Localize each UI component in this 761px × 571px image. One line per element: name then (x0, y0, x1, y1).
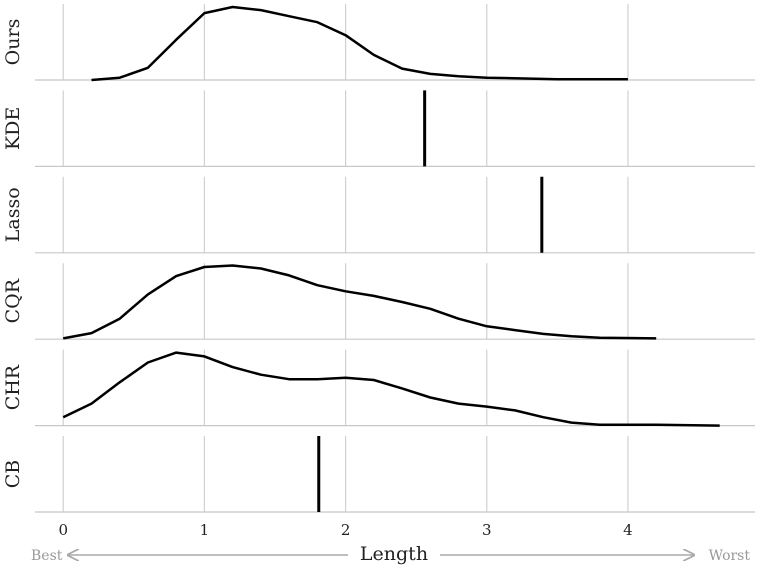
x-axis-label: Length (360, 543, 428, 565)
row-label: Lasso (2, 187, 24, 242)
density-curve (62, 351, 720, 427)
x-tick-label: 2 (341, 521, 351, 539)
density-curve (91, 5, 628, 82)
row-label: CB (2, 460, 24, 489)
best-label: Best (31, 548, 63, 564)
row-label: Ours (2, 19, 24, 66)
row-label: CHR (2, 364, 24, 410)
x-tick-label: 4 (623, 521, 633, 539)
x-tick-label: 0 (58, 521, 68, 539)
x-tick-label: 1 (200, 521, 210, 539)
worst-label: Worst (709, 548, 751, 564)
x-tick-label: 3 (482, 521, 492, 539)
row-label: CQR (2, 278, 24, 323)
density-curve (62, 264, 657, 340)
row-label: KDE (2, 107, 24, 150)
